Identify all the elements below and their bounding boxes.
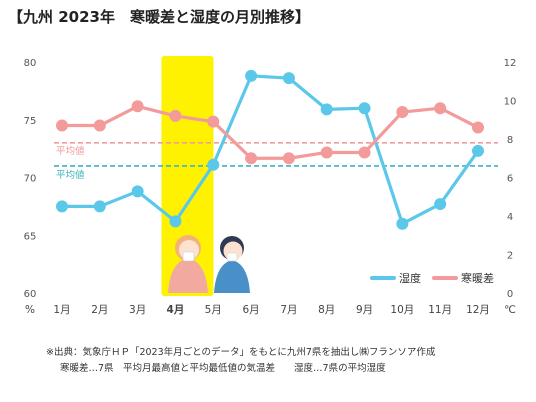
data-point-temp-diff	[169, 109, 182, 122]
y-right-tick-label: 0	[507, 289, 513, 300]
y-left-tick-label: 75	[24, 116, 37, 127]
x-tick-label: 10月	[390, 304, 414, 316]
series-line-temp-diff	[62, 104, 479, 160]
y-right-tick-label: 8	[507, 135, 513, 146]
y-left-tick-label: 70	[24, 174, 37, 185]
data-point-temp-diff	[472, 121, 484, 134]
y-right-tick-label: 12	[504, 58, 517, 69]
y-right-tick-label: 2	[507, 251, 513, 262]
source-note: ※出典：気象庁ＨＰ「2023年月ごとのデータ」をもとに九州7県を抽出し㈱フランソ…	[46, 347, 436, 358]
x-tick-label: 8月	[318, 304, 335, 316]
series-line-humidity	[62, 74, 480, 226]
data-point-temp-diff	[207, 115, 220, 128]
data-point-temp-diff	[434, 102, 447, 115]
chart-title: 【九州 2023年 寒暖差と湿度の月別推移】	[8, 8, 310, 26]
data-point-humidity	[320, 103, 333, 116]
x-tick-label: 7月	[280, 304, 297, 316]
x-tick-label: 9月	[356, 304, 373, 316]
data-point-humidity	[131, 185, 144, 198]
reference-line-label: 平均値	[56, 169, 85, 181]
legend-label-temp-diff: 寒暖差	[461, 271, 494, 285]
data-point-temp-diff	[396, 106, 409, 119]
data-point-temp-diff	[56, 119, 68, 132]
y-right-tick-label: 6	[507, 174, 513, 185]
y-right-unit: ℃	[504, 304, 516, 316]
data-point-humidity	[245, 69, 258, 82]
y-left-tick-label: 65	[24, 231, 37, 242]
data-point-humidity	[472, 144, 484, 157]
data-point-humidity	[434, 198, 447, 211]
data-point-humidity	[358, 102, 371, 115]
x-tick-label: 11月	[428, 304, 452, 316]
data-point-humidity	[282, 72, 295, 85]
y-left-tick-label: 60	[24, 289, 37, 300]
reference-line-label: 平均値	[56, 145, 85, 157]
y-left-unit: %	[25, 304, 35, 316]
x-tick-label: 2月	[91, 304, 108, 316]
x-tick-label: 3月	[129, 304, 146, 316]
x-tick-label: 4月	[167, 304, 185, 316]
sneezing-people-illustration	[168, 235, 250, 293]
data-point-humidity	[169, 215, 182, 228]
data-point-temp-diff	[245, 152, 258, 165]
data-point-temp-diff	[131, 100, 144, 113]
y-left-tick-label: 80	[24, 58, 37, 69]
data-point-temp-diff	[320, 146, 333, 159]
definition-note: 寒暖差…7県 平均月最高値と平均最低値の気温差 湿度…7県の平均湿度	[60, 363, 386, 374]
data-point-humidity	[93, 200, 106, 213]
x-tick-label: 5月	[205, 304, 222, 316]
data-point-humidity	[207, 158, 220, 171]
data-point-temp-diff	[358, 146, 371, 159]
data-point-humidity	[396, 217, 409, 230]
y-right-tick-label: 10	[504, 97, 517, 108]
y-right-tick-label: 4	[507, 212, 513, 223]
legend-label-humidity: 湿度	[399, 271, 421, 285]
x-tick-label: 1月	[53, 304, 70, 316]
data-point-temp-diff	[93, 119, 106, 132]
x-tick-label: 6月	[242, 304, 259, 316]
data-point-temp-diff	[282, 152, 295, 165]
x-tick-label: 12月	[466, 304, 490, 316]
data-point-humidity	[56, 200, 68, 213]
